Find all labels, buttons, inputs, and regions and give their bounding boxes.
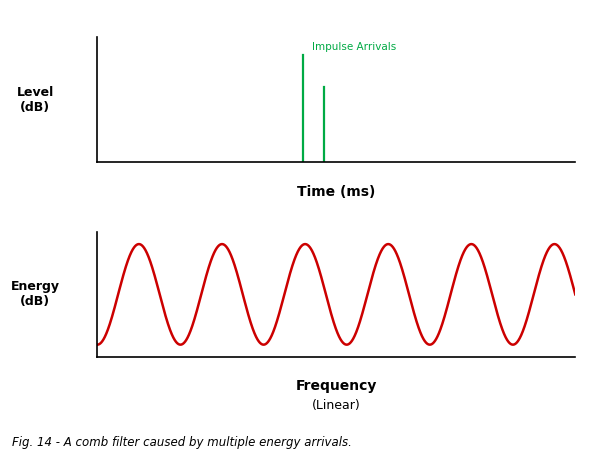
Text: Energy
(dB): Energy (dB) (11, 280, 60, 308)
Text: Impulse Arrivals: Impulse Arrivals (313, 42, 396, 52)
Text: Level
(dB): Level (dB) (17, 86, 54, 114)
Text: Frequency: Frequency (296, 379, 377, 393)
Text: (Linear): (Linear) (312, 399, 360, 412)
Text: Time (ms): Time (ms) (297, 185, 375, 199)
Text: Fig. 14 - A comb filter caused by multiple energy arrivals.: Fig. 14 - A comb filter caused by multip… (12, 436, 352, 449)
